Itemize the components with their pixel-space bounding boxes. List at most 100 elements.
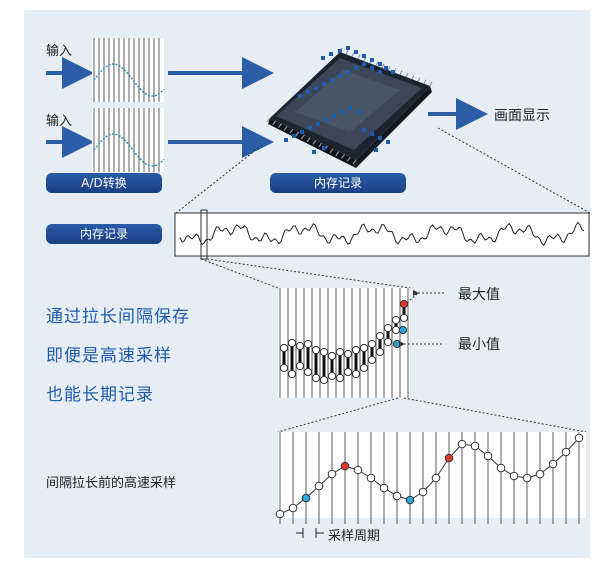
max-point <box>319 347 329 357</box>
min-point <box>303 367 313 377</box>
max-value-label: 最大值 <box>458 287 500 303</box>
chip-pin <box>300 134 305 140</box>
min-value-label: 最小值 <box>458 337 500 353</box>
sample-point <box>392 491 402 501</box>
chip-pin <box>352 159 357 165</box>
min-point <box>399 313 409 323</box>
data-dot <box>338 74 342 78</box>
chip-pin <box>306 137 311 142</box>
data-dot <box>298 94 302 98</box>
sample-point <box>275 509 285 519</box>
data-dot <box>340 110 344 114</box>
min-point <box>311 373 321 383</box>
data-dot <box>356 110 360 114</box>
max-point <box>375 331 385 341</box>
memory-waveform-box <box>174 212 590 257</box>
sample-point <box>470 441 480 451</box>
min-marker <box>392 339 402 349</box>
data-dot <box>370 58 374 62</box>
sampling-background <box>92 38 164 102</box>
high-speed-sampling-plot <box>275 432 586 524</box>
sample-point <box>288 503 298 513</box>
data-dot <box>370 66 374 70</box>
chip-pin <box>423 79 427 85</box>
sampling-background <box>92 108 164 172</box>
sample-point <box>483 451 493 461</box>
data-dot <box>348 106 352 110</box>
chip-pin <box>399 70 403 75</box>
recorded-waveform <box>179 221 585 247</box>
min-sample-point <box>405 495 415 505</box>
chip-pin <box>381 63 385 69</box>
chip-pin <box>266 117 271 123</box>
data-dot <box>330 78 334 82</box>
zoom-selection-box <box>200 209 208 260</box>
data-dot <box>329 52 333 56</box>
max-point <box>335 347 345 357</box>
min-marker <box>398 325 408 335</box>
max-point <box>359 343 369 353</box>
sampling-period-indicator <box>296 528 324 538</box>
max-point <box>367 339 377 349</box>
max-point <box>287 338 297 348</box>
sample-point <box>535 469 545 479</box>
sampling-panel-1 <box>92 38 165 102</box>
sample-point <box>353 465 363 475</box>
screen-display-label: 画面显示 <box>494 108 550 124</box>
max-point <box>343 349 353 359</box>
headline-line-3: 也能长期记录 <box>46 385 154 405</box>
headline-line-2: 即便是高速采样 <box>46 346 172 366</box>
sample-point <box>431 473 441 483</box>
min-point <box>375 347 385 357</box>
min-sample-point <box>301 493 311 503</box>
data-dot <box>384 66 388 70</box>
sample-point <box>522 473 532 483</box>
sample-point <box>366 473 376 483</box>
chip-pin <box>295 131 300 137</box>
chip-pin <box>335 151 340 156</box>
memory-record-label: 内存记录 <box>270 173 406 193</box>
min-point <box>391 325 401 335</box>
chip-pin <box>417 77 421 82</box>
data-dot <box>378 70 382 74</box>
chip-pin <box>411 74 415 80</box>
chip-pin <box>283 126 288 131</box>
memory-chip-image <box>266 47 433 168</box>
sampling-panel-2 <box>92 108 165 172</box>
data-dot <box>338 49 342 53</box>
data-dot <box>391 70 395 74</box>
min-point <box>327 371 337 381</box>
input-label-2: 输入 <box>46 114 73 129</box>
max-marker <box>399 299 409 309</box>
chip-pin <box>329 148 334 154</box>
data-dot <box>322 82 326 86</box>
chip-pin <box>289 128 294 134</box>
max-sample-point <box>340 461 350 471</box>
max-point <box>383 323 393 333</box>
sample-point <box>418 487 428 497</box>
data-dot <box>374 148 378 152</box>
data-dot <box>362 128 366 132</box>
min-point <box>295 361 305 371</box>
data-dot <box>284 138 288 142</box>
data-dot <box>314 86 318 90</box>
data-dot <box>354 66 358 70</box>
data-dot <box>378 62 382 66</box>
max-point <box>295 341 305 351</box>
chip-pin <box>272 120 277 126</box>
chip-pin <box>318 142 323 148</box>
data-dot <box>312 150 316 154</box>
data-dot <box>322 146 326 150</box>
chip-pin <box>429 81 433 87</box>
min-max-panel <box>278 288 410 398</box>
min-point <box>367 355 377 365</box>
data-dot <box>362 62 366 66</box>
chip-pin <box>405 72 409 78</box>
chip-pin <box>312 140 317 145</box>
sample-point <box>314 481 324 491</box>
max-point <box>279 343 289 353</box>
sampling-period-label: 采样周期 <box>328 529 381 544</box>
sample-point <box>496 463 506 473</box>
ad-conversion-label: A/D转换 <box>46 173 162 193</box>
